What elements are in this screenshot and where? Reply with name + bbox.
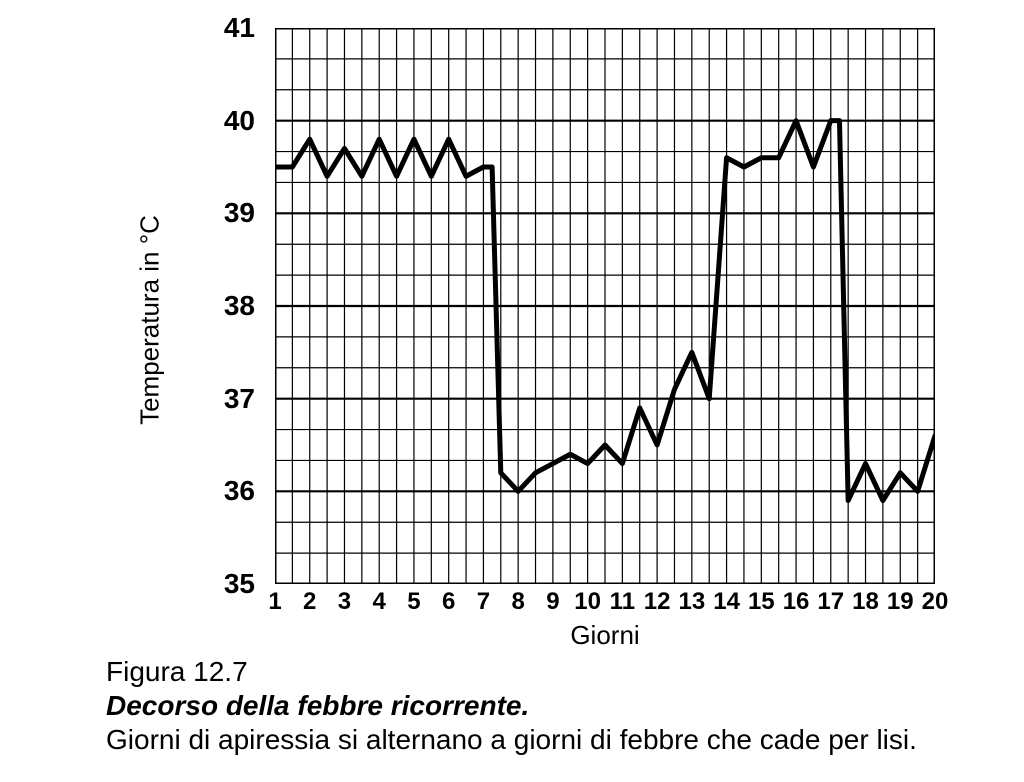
- y-tick-label: 39: [195, 197, 255, 229]
- x-tick-label: 11: [610, 588, 635, 616]
- x-tick-label: 3: [338, 588, 351, 616]
- x-tick-label: 19: [887, 588, 914, 616]
- figure-caption: Figura 12.7 Decorso della febbre ricorre…: [106, 656, 1004, 756]
- y-tick-label: 38: [195, 290, 255, 322]
- y-tick-label: 35: [195, 568, 255, 600]
- y-tick-label: 37: [195, 383, 255, 415]
- x-tick-label: 15: [748, 588, 775, 616]
- y-axis-label: Temperatura in °C: [135, 215, 166, 425]
- x-tick-label: 20: [922, 588, 949, 616]
- x-tick-label: 2: [303, 588, 316, 616]
- fever-chart: Temperatura in °C 35363738394041 1234567…: [20, 10, 980, 650]
- x-tick-label: 16: [783, 588, 810, 616]
- x-tick-label: 6: [442, 588, 455, 616]
- x-axis-label: Giorni: [570, 620, 639, 651]
- figure-description: Giorni di apiressia si alternano a giorn…: [106, 724, 1004, 756]
- plot-area: 1234567891011121314151617181920 Giorni: [275, 28, 935, 584]
- x-tick-label: 18: [852, 588, 879, 616]
- x-tick-label: 1: [268, 588, 281, 616]
- x-tick-label: 8: [511, 588, 524, 616]
- figure-title: Decorso della febbre ricorrente.: [106, 690, 1004, 722]
- y-tick-label: 41: [195, 12, 255, 44]
- x-tick-label: 4: [373, 588, 386, 616]
- x-tick-label: 10: [574, 588, 601, 616]
- plot-svg: [275, 28, 935, 584]
- x-tick-label: 7: [477, 588, 490, 616]
- y-tick-label: 36: [195, 475, 255, 507]
- x-tick-label: 5: [407, 588, 420, 616]
- y-axis-ticks: 35 36 37 38 39 40 41: [195, 10, 255, 650]
- x-tick-label: 17: [817, 588, 844, 616]
- page: Temperatura in °C 35363738394041 1234567…: [0, 0, 1024, 782]
- x-tick-label: 9: [546, 588, 559, 616]
- y-tick-label: 40: [195, 105, 255, 137]
- figure-number: Figura 12.7: [106, 656, 1004, 688]
- x-tick-label: 14: [713, 588, 740, 616]
- x-tick-label: 12: [644, 588, 671, 616]
- x-tick-label: 13: [678, 588, 705, 616]
